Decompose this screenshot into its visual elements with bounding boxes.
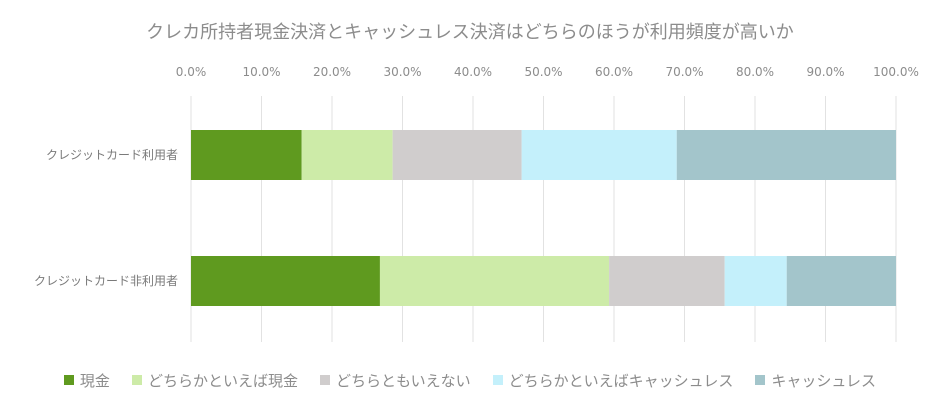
bar-segment [521, 130, 677, 180]
chart-title: クレカ所持者現金決済とキャッシュレス決済はどちらのほうが利用頻度が高いか [146, 22, 794, 43]
bar-segment [786, 256, 896, 306]
x-tick-label: 50.0% [524, 65, 562, 79]
legend-swatch [319, 375, 330, 385]
x-tick-label: 0.0% [176, 65, 207, 79]
x-tick-label: 60.0% [595, 65, 633, 79]
legend-label: どちらともいえない [335, 371, 471, 390]
legend-label: どちらかといえば現金 [147, 371, 298, 390]
legend: 現金 どちらかといえば現金 どちらともいえない どちらかといえばキャッシュレス キャッシ… [0, 366, 940, 394]
x-tick-label: 80.0% [736, 65, 774, 79]
bar-segment [379, 256, 610, 306]
legend-swatch [131, 375, 142, 385]
legend-item: 現金 [63, 370, 110, 391]
legend-label: 現金 [79, 371, 110, 390]
legend-swatch [492, 375, 503, 385]
bar-segment [191, 256, 380, 306]
x-tick-label: 40.0% [454, 65, 492, 79]
bar-segment [724, 256, 787, 306]
legend-label: どちらかといえばキャッシュレス [508, 371, 734, 390]
x-tick-label: 70.0% [665, 65, 703, 79]
x-tick-label: 10.0% [242, 65, 280, 79]
bar-segment [392, 130, 522, 180]
x-tick-label: 100.0% [873, 65, 919, 79]
legend-item: どちらかといえば現金 [131, 370, 298, 391]
x-tick-label: 20.0% [313, 65, 351, 79]
bar-segment [676, 130, 896, 180]
legend-item: キャッシュレス [755, 370, 876, 391]
legend-swatch [755, 375, 766, 385]
bar-segment [191, 130, 302, 180]
legend-item: どちらともいえない [319, 370, 471, 391]
legend-label: キャッシュレス [771, 371, 877, 390]
x-tick-label: 30.0% [383, 65, 421, 79]
category-label: クレジットカード非利用者 [34, 274, 178, 288]
legend-item: どちらかといえばキャッシュレス [492, 370, 734, 391]
bar-segment [301, 130, 393, 180]
bar-segment [609, 256, 725, 306]
x-tick-label: 90.0% [806, 65, 844, 79]
legend-swatch [63, 375, 74, 385]
category-label: クレジットカード利用者 [46, 148, 178, 162]
